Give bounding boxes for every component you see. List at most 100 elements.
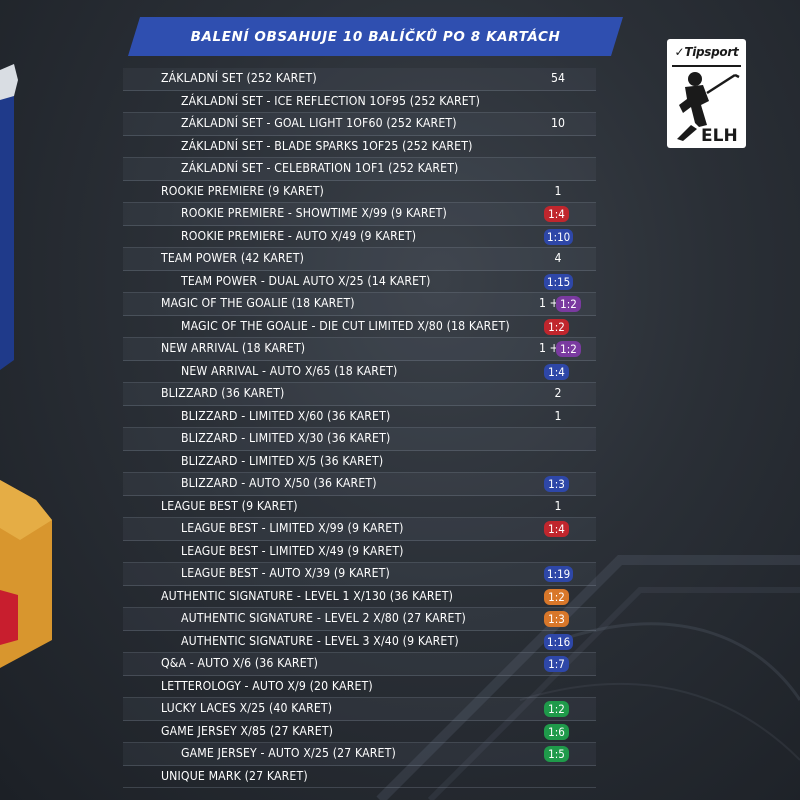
row-label: AUTHENTIC SIGNATURE - LEVEL 2 X/80 (27 K… — [181, 611, 466, 625]
table-row: LEAGUE BEST - LIMITED X/99 (9 KARET) 1:4 — [123, 518, 596, 541]
row-count: 4 — [554, 251, 562, 265]
header-title: BALENÍ OBSAHUJE 10 BALÍČKŮ PO 8 KARTÁCH — [190, 28, 561, 45]
row-label: NEW ARRIVAL - AUTO X/65 (18 KARET) — [181, 363, 398, 378]
table-row: ZÁKLADNÍ SET - BLADE SPARKS 1OF25 (252 K… — [123, 136, 596, 158]
row-label: ROOKIE PREMIERE - SHOWTIME X/99 (9 KARET… — [181, 206, 447, 220]
card-odds-table: ZÁKLADNÍ SET (252 KARET) 54 ZÁKLADNÍ SET -… — [123, 68, 596, 788]
table-row: ZÁKLADNÍ SET - ICE REFLECTION 1OF95 (252… — [123, 91, 596, 113]
row-label: ZÁKLADNÍ SET - CELEBRATION 1OF1 (252 KAR… — [181, 161, 459, 175]
odds-badge: 1:3 — [544, 476, 569, 492]
odds-badge: 1:16 — [544, 633, 574, 650]
table-row: LUCKY LACES X/25 (40 KARET) 1:2 — [123, 698, 596, 721]
table-row: AUTHENTIC SIGNATURE - LEVEL 3 X/40 (9 KA… — [123, 631, 596, 653]
odds-badge: 1:2 — [556, 296, 581, 312]
row-label: BLIZZARD (36 KARET) — [161, 386, 285, 400]
table-row: ROOKIE PREMIERE (9 KARET) 1 — [123, 181, 596, 203]
odds-badge: 1:2 — [556, 341, 581, 357]
table-row: TEAM POWER (42 KARET) 4 — [123, 248, 596, 271]
row-count: 1 — [554, 183, 562, 198]
table-row: BLIZZARD - LIMITED X/5 (36 KARET) — [123, 451, 596, 473]
table-row: AUTHENTIC SIGNATURE - LEVEL 1 X/130 (36 … — [123, 586, 596, 608]
row-label: LEAGUE BEST - LIMITED X/99 (9 KARET) — [181, 521, 404, 535]
row-label: GAME JERSEY - AUTO X/25 (27 KARET) — [181, 746, 396, 760]
row-count: 10 — [551, 116, 565, 130]
logo-league-text: ELH — [701, 126, 738, 146]
odds-badge: 1:4 — [544, 521, 569, 537]
table-row: NEW ARRIVAL - AUTO X/65 (18 KARET) 1:4 — [123, 361, 596, 383]
table-row: ROOKIE PREMIERE - AUTO X/49 (9 KARET) 1:1… — [123, 226, 596, 248]
table-row: GAME JERSEY - AUTO X/25 (27 KARET) 1:5 — [123, 743, 596, 766]
odds-badge: 1:2 — [544, 318, 569, 335]
row-label: TEAM POWER - DUAL AUTO X/25 (14 KARET) — [181, 273, 431, 288]
row-label: GAME JERSEY X/85 (27 KARET) — [161, 723, 334, 738]
row-count: 2 — [554, 386, 562, 400]
row-label: ROOKIE PREMIERE - AUTO X/49 (9 KARET) — [181, 228, 417, 243]
table-row: LEAGUE BEST - LIMITED X/49 (9 KARET) — [123, 541, 596, 563]
table-row: AUTHENTIC SIGNATURE - LEVEL 2 X/80 (27 K… — [123, 608, 596, 631]
logo-divider — [672, 65, 741, 67]
table-row: Q&A - AUTO X/6 (36 KARET) 1:7 — [123, 653, 596, 676]
odds-badge: 1:10 — [544, 228, 574, 245]
row-label: MAGIC OF THE GOALIE - DIE CUT LIMITED X/… — [181, 318, 510, 333]
header-banner: BALENÍ OBSAHUJE 10 BALÍČKŮ PO 8 KARTÁCH — [128, 17, 623, 56]
odds-badge: 1:5 — [544, 746, 569, 762]
table-row: TEAM POWER - DUAL AUTO X/25 (14 KARET) 1:… — [123, 271, 596, 293]
row-count: 54 — [551, 71, 565, 85]
row-label: AUTHENTIC SIGNATURE - LEVEL 3 X/40 (9 KA… — [181, 633, 459, 648]
row-count: 1 — [554, 408, 562, 423]
table-row: LEAGUE BEST - AUTO X/39 (9 KARET) 1:19 — [123, 563, 596, 586]
table-row: GAME JERSEY X/85 (27 KARET) 1:6 — [123, 721, 596, 743]
row-label: TEAM POWER (42 KARET) — [161, 251, 305, 265]
table-row: MAGIC OF THE GOALIE - DIE CUT LIMITED X/… — [123, 316, 596, 338]
row-label: ZÁKLADNÍ SET - BLADE SPARKS 1OF25 (252 K… — [181, 138, 473, 153]
row-label: ZÁKLADNÍ SET (252 KARET) — [161, 71, 317, 85]
table-row: BLIZZARD - AUTO X/50 (36 KARET) 1:3 — [123, 473, 596, 496]
row-label: AUTHENTIC SIGNATURE - LEVEL 1 X/130 (36 … — [161, 588, 454, 603]
row-label: LEAGUE BEST - AUTO X/39 (9 KARET) — [181, 566, 390, 580]
table-row: LEAGUE BEST (9 KARET) 1 — [123, 496, 596, 518]
row-label: ZÁKLADNÍ SET - ICE REFLECTION 1OF95 (252… — [181, 93, 481, 108]
table-row: LETTEROLOGY - AUTO X/9 (20 KARET) — [123, 676, 596, 698]
odds-badge: 1:19 — [544, 566, 574, 582]
logo-brand-text: ✓Tipsport — [674, 45, 739, 59]
odds-badge: 1:2 — [544, 588, 569, 605]
row-count: 1 — [554, 498, 562, 513]
table-row: UNIQUE MARK (27 KARET) — [123, 766, 596, 788]
row-label: BLIZZARD - LIMITED X/5 (36 KARET) — [181, 453, 384, 468]
odds-badge: 1:4 — [544, 363, 569, 380]
row-label: LEAGUE BEST - LIMITED X/49 (9 KARET) — [181, 543, 404, 558]
row-label: BLIZZARD - LIMITED X/30 (36 KARET) — [181, 431, 391, 445]
row-label: UNIQUE MARK (27 KARET) — [161, 768, 308, 783]
row-label: NEW ARRIVAL (18 KARET) — [161, 341, 306, 355]
row-label: ZÁKLADNÍ SET - GOAL LIGHT 1OF60 (252 KAR… — [181, 116, 457, 130]
odds-badge: 1:2 — [544, 701, 569, 717]
row-label: LEAGUE BEST (9 KARET) — [161, 498, 298, 513]
table-row: MAGIC OF THE GOALIE (18 KARET) 1 +1:2 — [123, 293, 596, 316]
table-row: NEW ARRIVAL (18 KARET) 1 +1:2 — [123, 338, 596, 361]
table-row: BLIZZARD - LIMITED X/30 (36 KARET) — [123, 428, 596, 451]
odds-badge: 1:15 — [544, 273, 574, 290]
odds-badge: 1:7 — [544, 656, 569, 672]
odds-badge: 1:4 — [544, 206, 569, 222]
table-row: ROOKIE PREMIERE - SHOWTIME X/99 (9 KARET… — [123, 203, 596, 226]
row-label: LUCKY LACES X/25 (40 KARET) — [161, 701, 333, 715]
row-label: Q&A - AUTO X/6 (36 KARET) — [161, 656, 319, 670]
tipsport-elh-logo: ✓Tipsport ELH — [667, 39, 746, 148]
row-label: BLIZZARD - AUTO X/50 (36 KARET) — [181, 476, 377, 490]
table-row: BLIZZARD - LIMITED X/60 (36 KARET) 1 — [123, 406, 596, 428]
hockey-player-icon — [677, 72, 740, 141]
table-row: ZÁKLADNÍ SET - GOAL LIGHT 1OF60 (252 KAR… — [123, 113, 596, 136]
table-row: ZÁKLADNÍ SET - CELEBRATION 1OF1 (252 KAR… — [123, 158, 596, 181]
table-row: BLIZZARD (36 KARET) 2 — [123, 383, 596, 406]
row-count-plus: 1 + — [539, 296, 559, 310]
odds-badge: 1:3 — [544, 611, 569, 627]
row-label: MAGIC OF THE GOALIE (18 KARET) — [161, 296, 355, 310]
product-box-illustration — [0, 64, 52, 668]
row-count-plus: 1 + — [539, 341, 559, 355]
row-label: ROOKIE PREMIERE (9 KARET) — [161, 183, 324, 198]
odds-badge: 1:6 — [544, 723, 569, 740]
table-row: ZÁKLADNÍ SET (252 KARET) 54 — [123, 68, 596, 91]
row-label: BLIZZARD - LIMITED X/60 (36 KARET) — [181, 408, 391, 423]
row-label: LETTEROLOGY - AUTO X/9 (20 KARET) — [161, 678, 373, 693]
